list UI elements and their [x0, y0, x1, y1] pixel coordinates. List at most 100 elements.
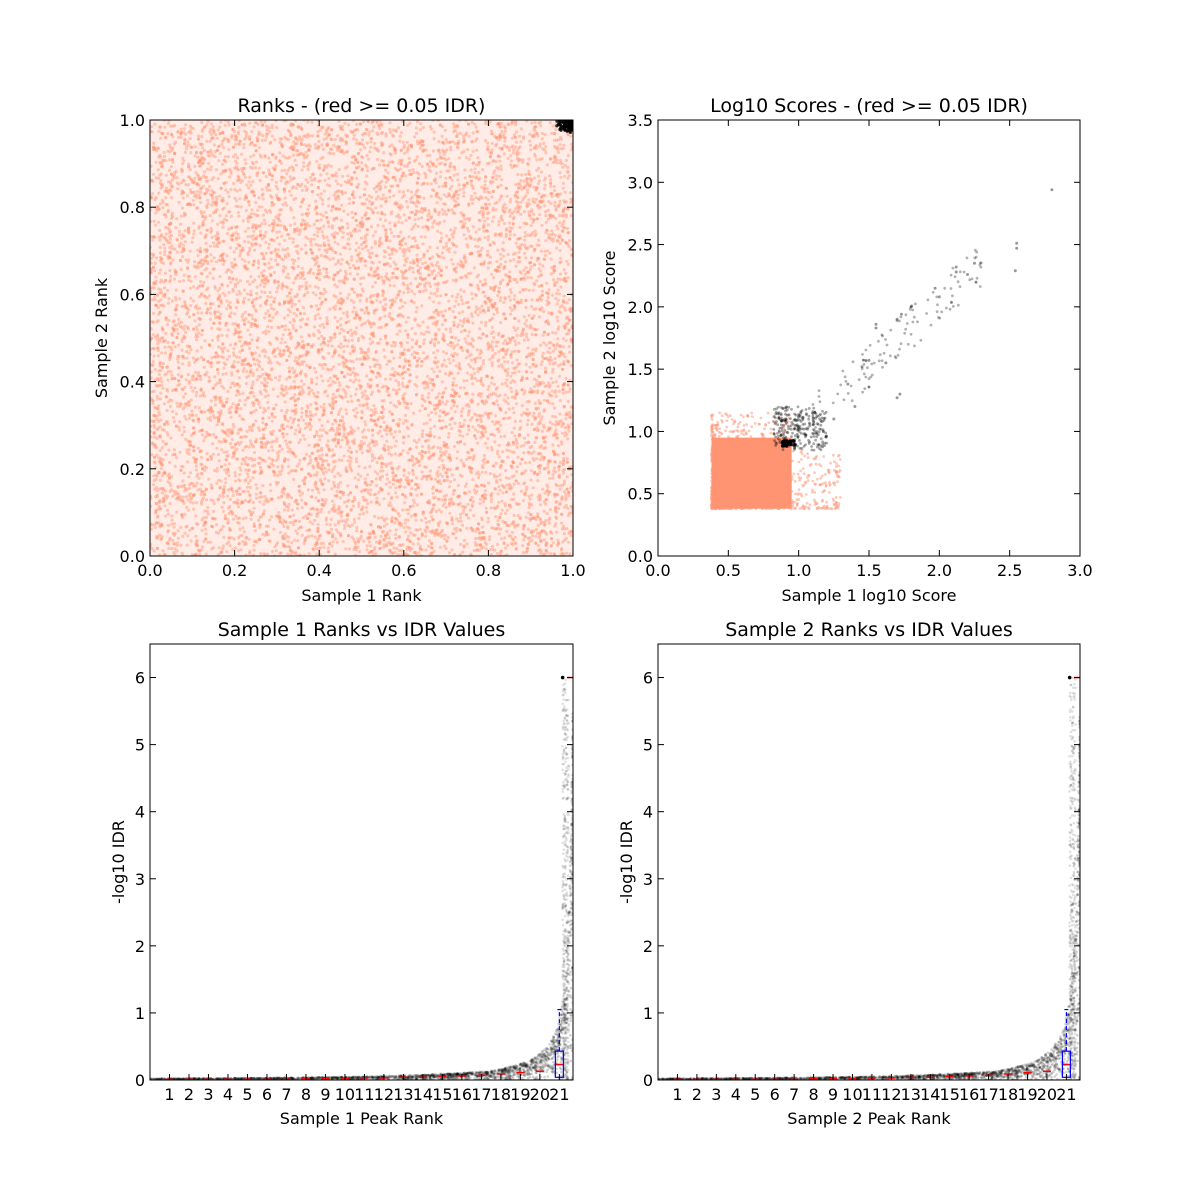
ranks-point-red [512, 482, 516, 486]
ranks-point-red [262, 433, 266, 437]
ranks-point-red [402, 473, 406, 477]
ranks-point-red [347, 262, 351, 266]
ranks-point-red [393, 175, 397, 179]
ranks-point-red [198, 177, 203, 182]
ranks-point-red [430, 552, 434, 556]
ranks-point-red [373, 242, 378, 246]
ranks-point-red [263, 154, 267, 158]
ranks-point-red [157, 504, 161, 508]
ranks-point-red [330, 173, 334, 177]
ranks-point-red [252, 194, 256, 198]
ranks-point-red [391, 133, 395, 137]
ranks-point-red [501, 135, 505, 139]
ranks-point-red [479, 538, 483, 542]
ranks-point-red [375, 185, 379, 189]
ranks-point-red [160, 327, 164, 331]
ranks-point-red [563, 190, 567, 194]
ranks-point-red [255, 324, 260, 328]
ranks-point-red [171, 146, 175, 150]
ranks-point-red [304, 374, 308, 378]
ranks-point-red [513, 419, 517, 423]
ranks-point-red [276, 286, 280, 290]
ranks-point-red [438, 545, 442, 550]
ranks-point-red [414, 204, 419, 208]
ranks-point-red [236, 431, 240, 435]
ranks-point-red [385, 276, 389, 280]
ranks-point-red [418, 128, 422, 132]
ranks-point-red [408, 526, 412, 530]
ranks-point-red [487, 211, 491, 215]
ranks-point-red [410, 546, 414, 551]
ranks-point-red [384, 238, 388, 243]
ranks-point-red [410, 326, 414, 331]
ranks-point-red [178, 382, 182, 386]
ranks-point-red [317, 163, 322, 167]
ranks-point-red [385, 477, 390, 481]
ranks-point-red [429, 216, 433, 220]
ranks-point-red [431, 496, 435, 500]
ranks-point-red [151, 363, 155, 367]
ranks-point-red [319, 196, 323, 200]
ranks-point-red [539, 343, 543, 347]
ranks-point-red [258, 229, 263, 233]
ranks-point-red [428, 552, 432, 556]
ranks-point-red [305, 535, 309, 539]
ranks-point-red [406, 284, 410, 288]
ranks-point-red [415, 200, 420, 204]
ranks-point-red [305, 154, 310, 158]
ranks-point-red [468, 508, 472, 512]
ranks-point-red [489, 285, 493, 290]
ranks-point-red [269, 238, 273, 242]
ranks-point-red [245, 183, 249, 187]
ranks-point-red [445, 467, 450, 471]
ranks-point-red [527, 501, 531, 505]
ranks-point-red [211, 276, 215, 280]
ranks-point-red [204, 532, 208, 536]
ranks-point-red [560, 442, 564, 446]
ranks-point-red [441, 362, 445, 367]
ranks-point-red [267, 440, 271, 444]
ranks-point-red [561, 186, 565, 190]
ranks-point-red [548, 383, 552, 387]
ranks-point-red [558, 354, 562, 358]
ranks-point-red [432, 445, 436, 449]
ranks-point-red [457, 394, 461, 398]
ranks-point-red [405, 276, 409, 280]
ranks-point-red [268, 188, 272, 192]
ranks-point-red [263, 495, 267, 499]
ranks-point-red [444, 327, 448, 331]
ranks-point-red [485, 205, 489, 209]
ranks-point-red [306, 290, 310, 294]
ranks-point-red [152, 413, 156, 417]
ranks-point-red [412, 439, 416, 443]
ranks-point-red [355, 176, 359, 181]
ranks-point-red [415, 364, 419, 368]
ranks-point-red [253, 319, 257, 323]
ranks-point-red [562, 532, 567, 536]
ranks-point-red [231, 489, 235, 494]
ranks-point-red [316, 461, 320, 465]
ranks-point-red [311, 291, 315, 295]
ranks-point-red [548, 355, 553, 359]
ranks-point-red [478, 414, 482, 418]
ranks-point-red [374, 501, 378, 505]
ranks-point-red [263, 442, 267, 446]
ranks-point-red [454, 299, 458, 303]
ranks-point-red [313, 325, 317, 329]
ranks-point-red [495, 123, 499, 127]
ranks-point-red [321, 214, 325, 218]
ranks-point-red [379, 122, 383, 126]
ranks-point-red [552, 552, 556, 556]
ranks-point-red [240, 462, 244, 466]
ranks-point-red [196, 174, 200, 178]
ranks-point-red [249, 293, 253, 297]
ranks-point-red [232, 454, 236, 458]
ranks-point-red [504, 353, 508, 357]
ranks-point-red [279, 179, 283, 183]
ranks-point-red [537, 398, 541, 403]
ranks-point-red [518, 270, 522, 274]
ranks-point-red [209, 151, 213, 155]
ranks-point-red [565, 301, 569, 305]
ranks-point-red [152, 311, 156, 315]
ranks-point-red [221, 239, 225, 243]
